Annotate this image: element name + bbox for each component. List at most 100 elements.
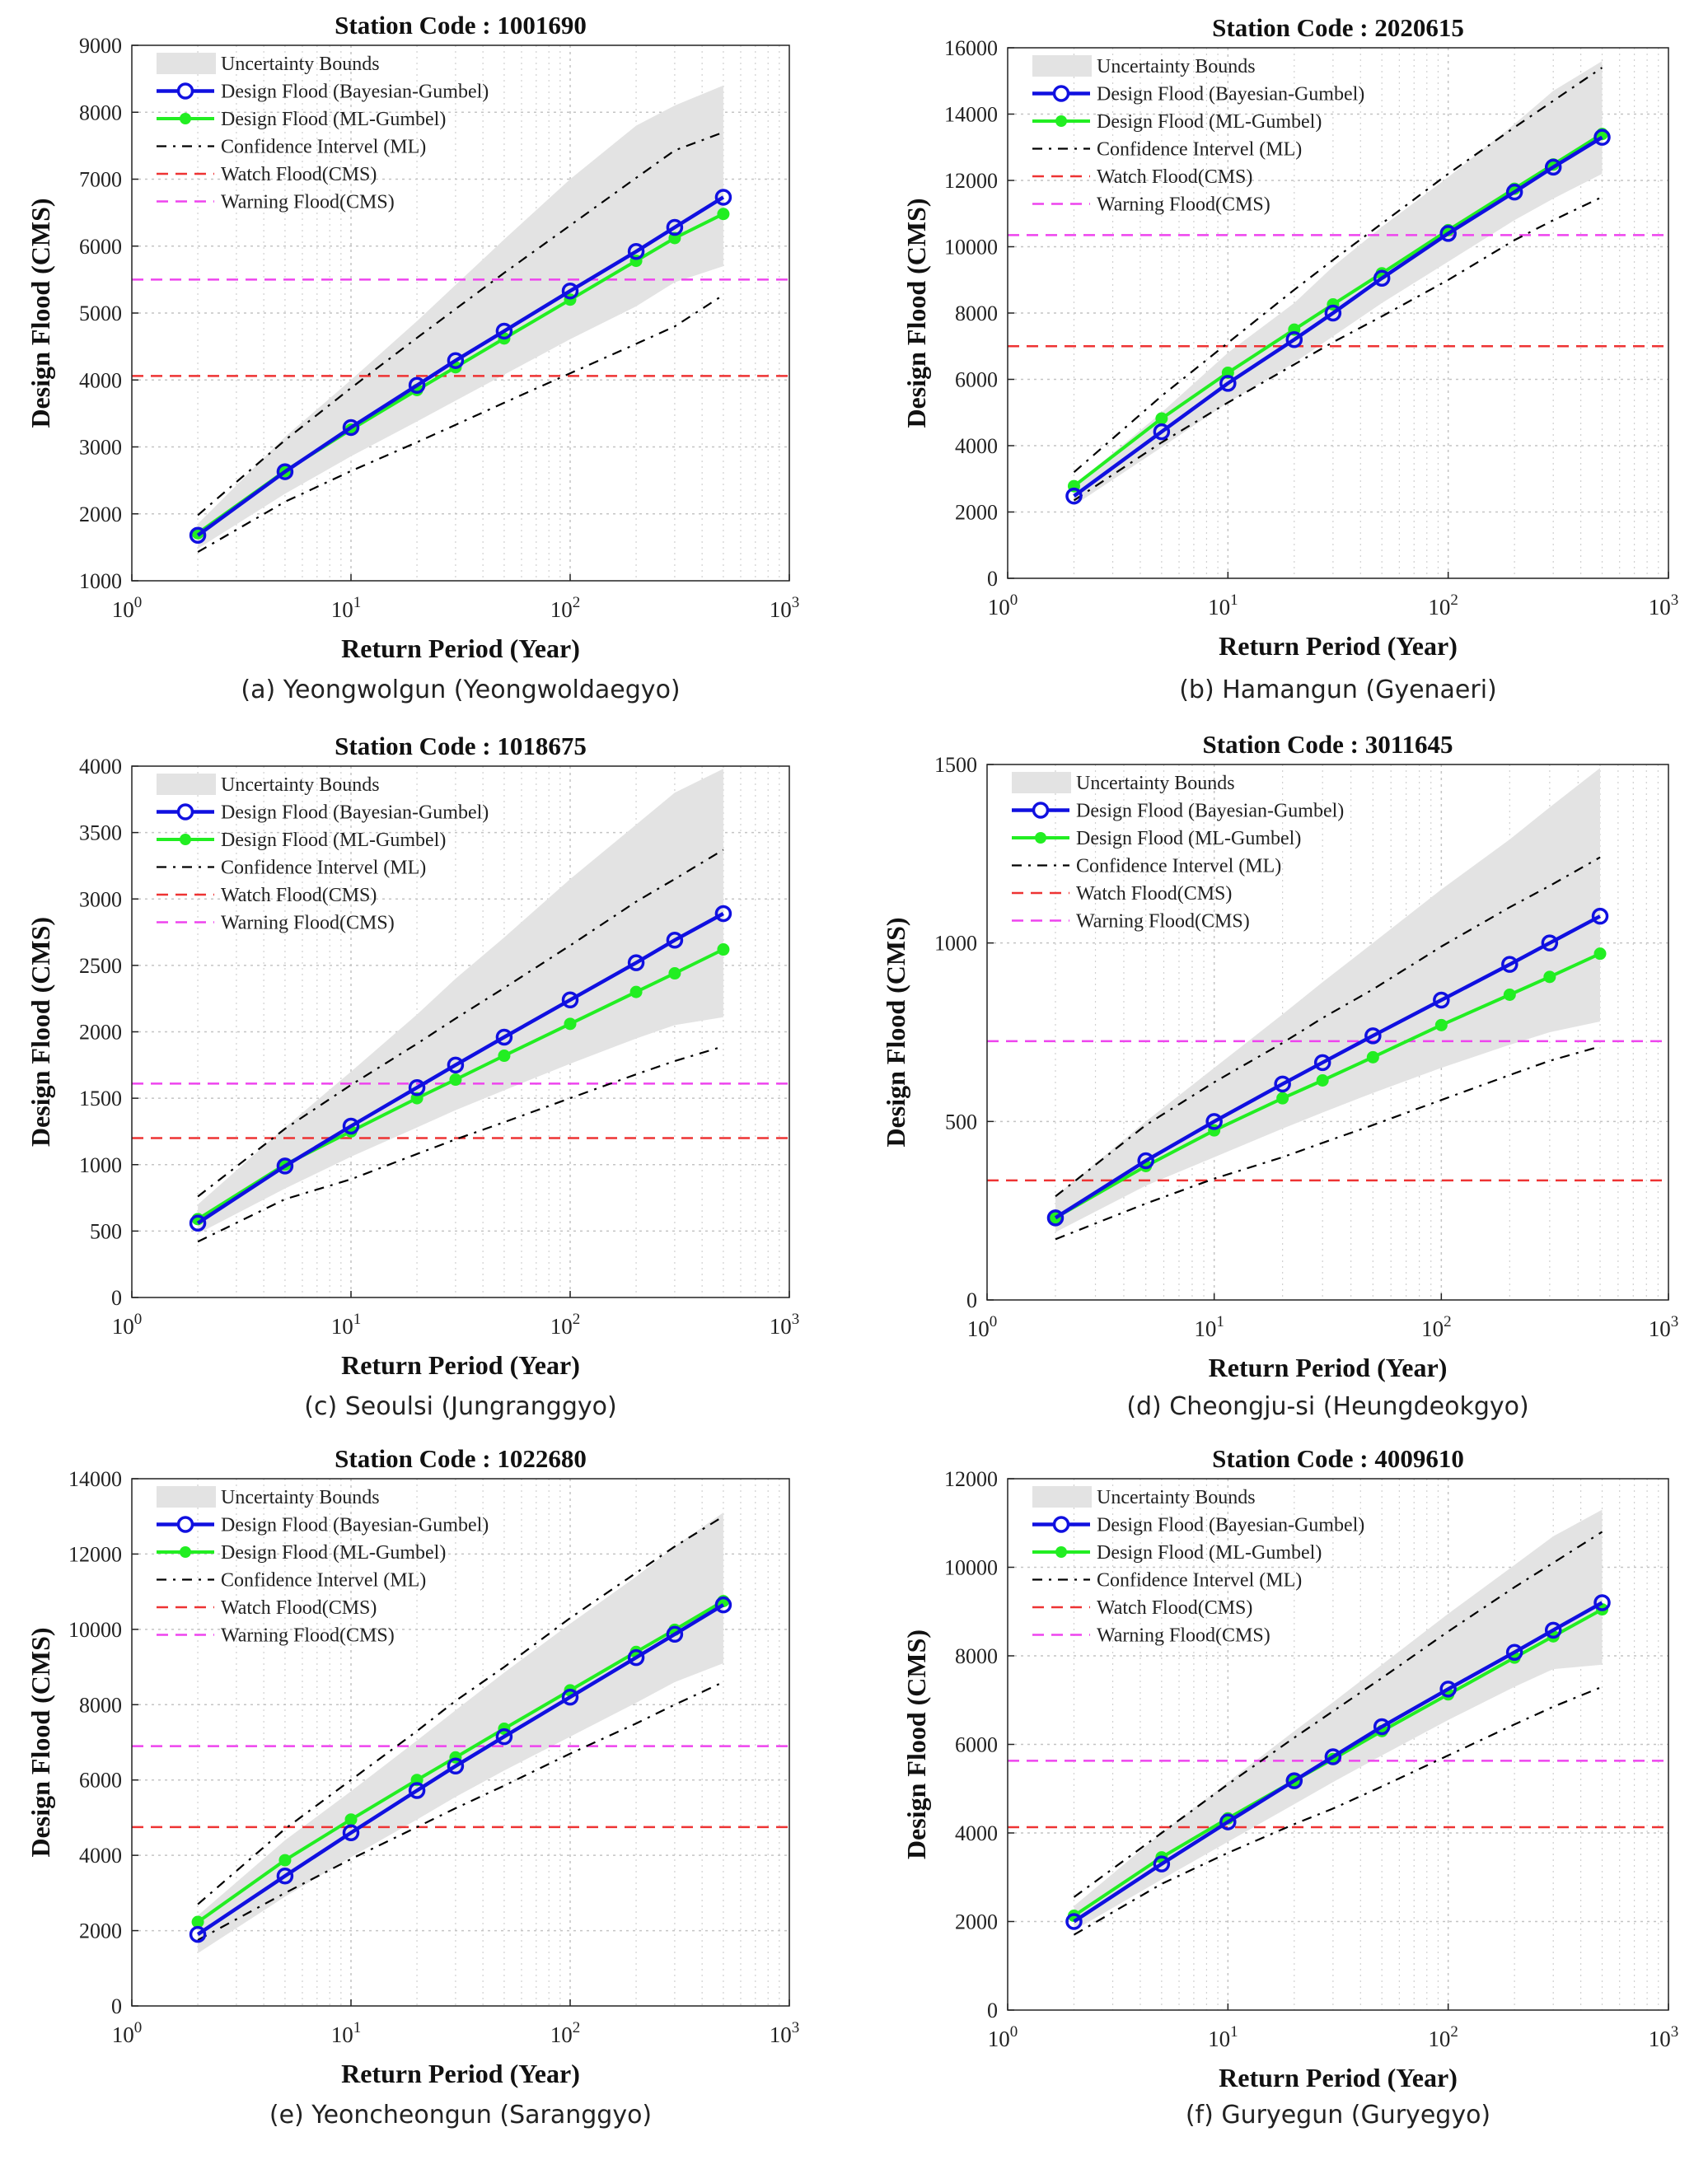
chart-panel-4: 0 500 1000 1500 100 101 102 103 Station Code : 3… xyxy=(881,730,1678,1421)
ml-gumbel-line xyxy=(196,1599,724,1924)
panel-caption: (c) Seoulsi (Jungranggyo) xyxy=(304,1392,616,1421)
chart-title: Station Code : 3011645 xyxy=(1203,730,1453,759)
bayes-gumbel-point xyxy=(1433,991,1450,1009)
y-tick-label: 1000 xyxy=(79,569,122,593)
legend-label-bayes: Design Flood (Bayesian-Gumbel) xyxy=(221,1515,489,1536)
bayes-gumbel-point xyxy=(495,1728,513,1746)
ml-gumbel-point xyxy=(278,1854,292,1867)
legend-label-watch: Watch Flood(CMS) xyxy=(221,885,377,906)
legend-swatch-uncertainty xyxy=(157,1486,216,1508)
legend-label-ci: Confidence Intervel (ML) xyxy=(1097,1570,1302,1592)
legend-marker-ml xyxy=(180,113,191,124)
panel-caption: (e) Yeoncheongun (Saranggyo) xyxy=(269,2101,652,2130)
ml-gumbel-point xyxy=(668,967,681,980)
bayes-gumbel-point xyxy=(666,1625,684,1643)
bayes-gumbel-line xyxy=(196,1603,725,1936)
y-tick-label: 14000 xyxy=(944,103,998,127)
ml-gumbel-point xyxy=(1155,412,1168,425)
legend-label-ci: Confidence Intervel (ML) xyxy=(221,137,426,158)
bayes-gumbel-point xyxy=(1541,934,1559,951)
bayes-gumbel-point xyxy=(561,1688,579,1706)
legend: Uncertainty Bounds Design Flood (Bayesian… xyxy=(1032,55,1364,216)
ml-gumbel-point xyxy=(1543,970,1556,984)
legend-marker-ml xyxy=(1055,1546,1067,1558)
ml-gumbel-point xyxy=(1366,1050,1379,1064)
legend-label-watch: Watch Flood(CMS) xyxy=(221,164,377,185)
legend-label-ml: Design Flood (ML-Gumbel) xyxy=(221,830,446,851)
bayes-gumbel-point xyxy=(1046,1209,1065,1227)
bayes-gumbel-point xyxy=(627,1648,645,1667)
y-tick-label: 1000 xyxy=(79,1153,122,1177)
bayes-gumbel-point xyxy=(1324,1748,1342,1765)
plot-frame xyxy=(986,764,1669,1301)
x-tick-label: 100 xyxy=(988,591,1018,619)
bayes-gumbel-point xyxy=(1137,1152,1154,1170)
legend: Uncertainty Bounds Design Flood (Bayesian… xyxy=(157,1486,489,1647)
x-axis-label: Return Period (Year) xyxy=(1219,2063,1458,2092)
legend-label-bayes: Design Flood (Bayesian-Gumbel) xyxy=(221,802,489,824)
y-tick-label: 1000 xyxy=(934,932,977,956)
bayes-gumbel-point xyxy=(447,1056,465,1074)
legend-label-uncertainty: Uncertainty Bounds xyxy=(221,774,380,796)
bayes-gumbel-point xyxy=(1153,423,1171,441)
ml-gumbel-point xyxy=(717,943,730,956)
ml-gumbel-point xyxy=(1276,1092,1289,1105)
bayes-gumbel-point xyxy=(1274,1075,1291,1093)
y-tick-label: 0 xyxy=(111,1286,122,1310)
x-tick-label: 102 xyxy=(1421,1313,1452,1341)
bayes-gumbel-point xyxy=(1593,1594,1611,1611)
y-tick-label: 6000 xyxy=(79,235,122,259)
chart-title: Station Code : 1018675 xyxy=(335,732,587,760)
bayes-gumbel-point xyxy=(342,1824,360,1841)
bayes-gumbel-line xyxy=(1073,135,1603,498)
x-axis-label: Return Period (Year) xyxy=(341,2059,580,2088)
legend-label-uncertainty: Uncertainty Bounds xyxy=(1097,56,1256,77)
legend-label-uncertainty: Uncertainty Bounds xyxy=(1076,773,1235,794)
legend-label-ci: Confidence Intervel (ML) xyxy=(1076,856,1281,877)
legend-marker-bayes xyxy=(1052,85,1070,102)
chart-panel-1: 1000 2000 3000 4000 5000 6000 7000 8000 9000 100 1… xyxy=(26,11,799,704)
bayes-gumbel-point xyxy=(1153,1855,1171,1872)
y-tick-label: 6000 xyxy=(955,368,998,392)
bayes-gumbel-point xyxy=(1065,1913,1083,1930)
legend-marker-bayes xyxy=(1052,1516,1070,1533)
ml-gumbel-point xyxy=(717,208,730,221)
bayes-gumbel-point xyxy=(1364,1027,1382,1045)
uncertainty-band xyxy=(198,769,723,1234)
ml-gumbel-point xyxy=(1316,1074,1329,1087)
x-tick-label: 102 xyxy=(550,594,581,622)
legend-label-uncertainty: Uncertainty Bounds xyxy=(221,1487,380,1508)
bayes-gumbel-point xyxy=(1285,1772,1303,1789)
y-tick-label: 2000 xyxy=(955,1910,998,1934)
chart-title: Station Code : 1001690 xyxy=(335,11,587,40)
bayes-gumbel-point xyxy=(276,1157,294,1175)
legend-label-ci: Confidence Intervel (ML) xyxy=(1097,139,1302,161)
y-tick-label: 4000 xyxy=(79,755,122,778)
y-tick-label: 8000 xyxy=(79,1693,122,1717)
legend-label-warning: Warning Flood(CMS) xyxy=(1076,911,1250,933)
y-tick-label: 2000 xyxy=(79,1021,122,1045)
legend-label-ml: Design Flood (ML-Gumbel) xyxy=(1097,111,1322,133)
bayes-gumbel-point xyxy=(1373,1718,1391,1736)
y-tick-label: 4000 xyxy=(955,1821,998,1845)
legend-marker-ml xyxy=(1055,115,1067,127)
ci-upper-line xyxy=(1073,67,1603,474)
x-axis-label: Return Period (Year) xyxy=(1209,1353,1448,1382)
y-tick-label: 9000 xyxy=(79,34,122,58)
legend-swatch-uncertainty xyxy=(1032,55,1092,77)
bayes-gumbel-point xyxy=(495,322,513,340)
y-tick-label: 4000 xyxy=(955,434,998,458)
ci-upper-line xyxy=(1055,856,1601,1198)
y-tick-label: 500 xyxy=(90,1219,122,1243)
legend-label-warning: Warning Flood(CMS) xyxy=(221,913,395,934)
bayes-gumbel-point xyxy=(666,218,684,236)
y-tick-label: 14000 xyxy=(68,1467,122,1491)
legend-marker-bayes xyxy=(176,82,194,100)
ml-gumbel-line xyxy=(1055,951,1601,1220)
bayes-gumbel-point xyxy=(714,905,732,923)
bayes-gumbel-point xyxy=(1544,158,1562,176)
y-tick-label: 0 xyxy=(966,1288,977,1312)
y-axis-label: Design Flood (CMS) xyxy=(901,1629,931,1859)
y-tick-label: 2000 xyxy=(79,1919,122,1943)
